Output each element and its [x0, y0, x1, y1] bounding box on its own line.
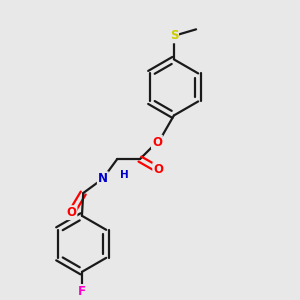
Text: F: F [78, 285, 86, 298]
Text: O: O [67, 206, 76, 219]
Text: O: O [152, 136, 162, 148]
Text: H: H [120, 170, 129, 180]
Text: S: S [169, 29, 178, 42]
Text: O: O [153, 163, 163, 176]
Text: N: N [98, 172, 108, 185]
